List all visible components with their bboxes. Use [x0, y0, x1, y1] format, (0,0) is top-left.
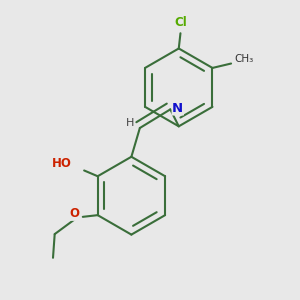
Text: H: H — [126, 118, 135, 128]
Text: N: N — [172, 102, 183, 115]
Text: Cl: Cl — [174, 16, 187, 28]
Text: HO: HO — [51, 157, 71, 170]
Text: CH₃: CH₃ — [234, 54, 254, 64]
Text: O: O — [69, 207, 79, 220]
